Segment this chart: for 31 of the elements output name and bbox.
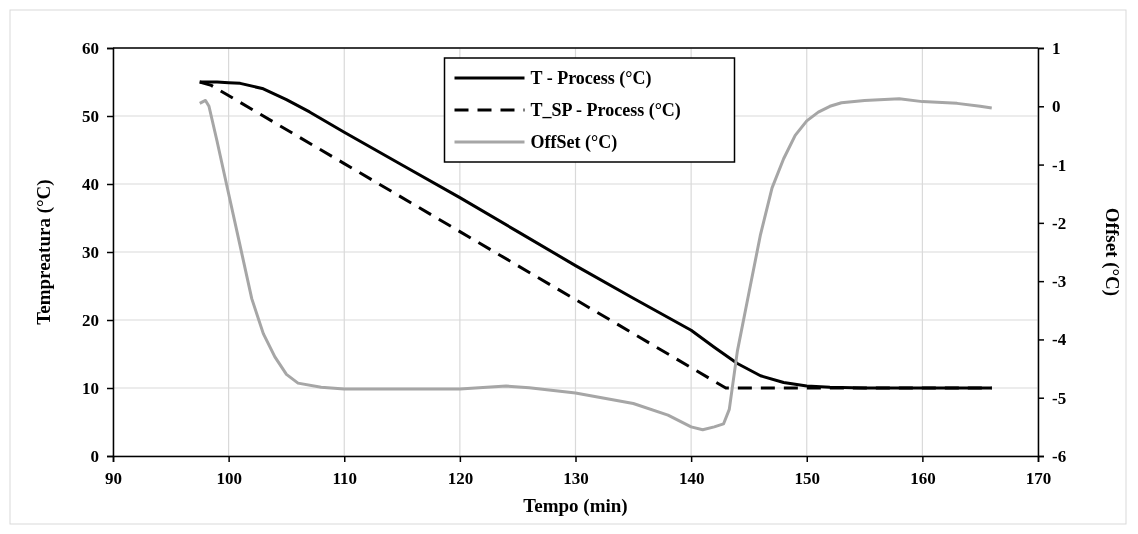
y2-tick-label: -3 bbox=[1052, 272, 1067, 292]
y2-tick-label: -2 bbox=[1052, 213, 1067, 233]
y2-tick-label: -1 bbox=[1052, 155, 1067, 175]
y2-tick-label: 1 bbox=[1052, 38, 1061, 58]
x-axis-title: Tempo (min) bbox=[523, 495, 628, 517]
legend-label: OffSet (°C) bbox=[530, 132, 618, 153]
y-tick-label: 30 bbox=[82, 242, 99, 262]
x-tick-label: 120 bbox=[447, 469, 474, 489]
y-tick-label: 50 bbox=[82, 106, 99, 126]
y-tick-label: 10 bbox=[82, 378, 99, 398]
y2-tick-label: 0 bbox=[1052, 97, 1061, 117]
x-tick-label: 100 bbox=[216, 469, 242, 489]
y-tick-label: 0 bbox=[90, 446, 99, 466]
x-tick-label: 160 bbox=[910, 469, 936, 489]
line-series bbox=[198, 97, 994, 432]
y2-axis-title: Offset (°C) bbox=[1101, 207, 1123, 297]
x-tick-label: 90 bbox=[105, 469, 122, 489]
x-tick-label: 140 bbox=[678, 469, 705, 489]
y2-tick-label: -5 bbox=[1052, 388, 1067, 408]
y-tick-label: 20 bbox=[82, 310, 99, 330]
x-tick-label: 150 bbox=[794, 469, 820, 489]
y-tick-label: 40 bbox=[82, 174, 99, 194]
y-axis-title: Tempreatura (°C) bbox=[33, 179, 55, 325]
y2-tick-label: -4 bbox=[1052, 330, 1067, 350]
x-tick-label: 170 bbox=[1025, 469, 1052, 489]
y-tick-label: 60 bbox=[82, 38, 99, 58]
legend-label: T - Process (°C) bbox=[530, 68, 652, 89]
y2-tick-label: -6 bbox=[1052, 446, 1067, 466]
x-tick-label: 110 bbox=[332, 469, 358, 489]
legend-label: T_SP - Process (°C) bbox=[530, 100, 681, 121]
x-tick-label: 130 bbox=[563, 469, 589, 489]
